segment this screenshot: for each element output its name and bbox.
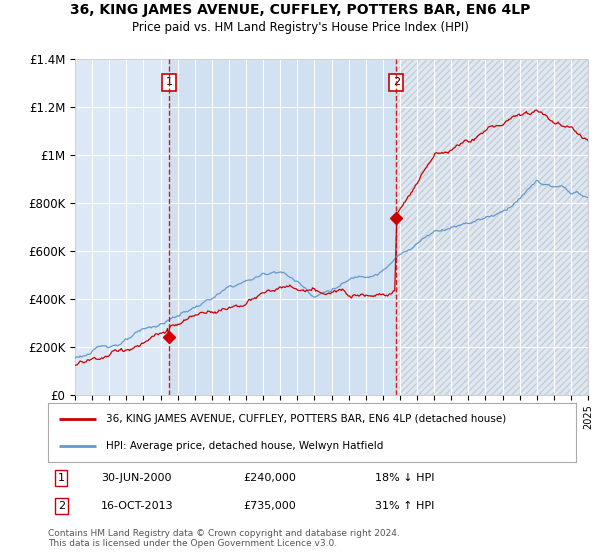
Text: 36, KING JAMES AVENUE, CUFFLEY, POTTERS BAR, EN6 4LP (detached house): 36, KING JAMES AVENUE, CUFFLEY, POTTERS … xyxy=(106,414,506,424)
Text: 2: 2 xyxy=(393,77,400,87)
Text: 36, KING JAMES AVENUE, CUFFLEY, POTTERS BAR, EN6 4LP: 36, KING JAMES AVENUE, CUFFLEY, POTTERS … xyxy=(70,3,530,17)
Text: 16-OCT-2013: 16-OCT-2013 xyxy=(101,501,173,511)
Text: £735,000: £735,000 xyxy=(244,501,296,511)
Text: 30-JUN-2000: 30-JUN-2000 xyxy=(101,473,172,483)
Text: 31% ↑ HPI: 31% ↑ HPI xyxy=(376,501,435,511)
Text: 2: 2 xyxy=(58,501,65,511)
Text: £240,000: £240,000 xyxy=(244,473,296,483)
Text: This data is licensed under the Open Government Licence v3.0.: This data is licensed under the Open Gov… xyxy=(48,539,337,548)
Text: Contains HM Land Registry data © Crown copyright and database right 2024.: Contains HM Land Registry data © Crown c… xyxy=(48,529,400,538)
Text: 1: 1 xyxy=(58,473,65,483)
Text: Price paid vs. HM Land Registry's House Price Index (HPI): Price paid vs. HM Land Registry's House … xyxy=(131,21,469,34)
Bar xyxy=(397,59,588,395)
Text: 1: 1 xyxy=(166,77,173,87)
Bar xyxy=(169,59,397,395)
Text: 18% ↓ HPI: 18% ↓ HPI xyxy=(376,473,435,483)
Text: HPI: Average price, detached house, Welwyn Hatfield: HPI: Average price, detached house, Welw… xyxy=(106,441,383,451)
